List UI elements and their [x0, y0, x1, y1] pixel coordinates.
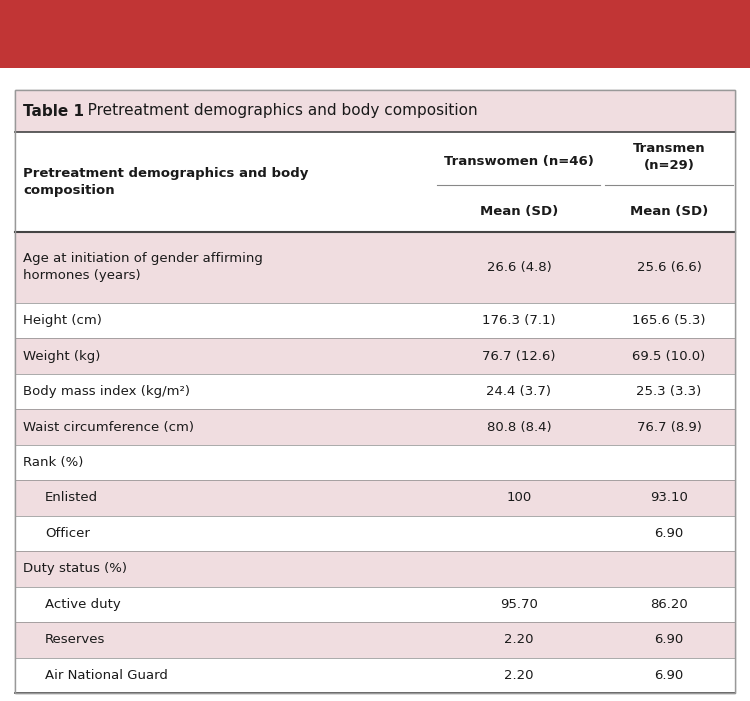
Text: 69.5 (10.0): 69.5 (10.0) [632, 350, 706, 362]
Bar [15, 374, 735, 409]
Bar [15, 339, 735, 374]
Bar [15, 90, 735, 693]
Bar [15, 480, 735, 516]
Text: 176.3 (7.1): 176.3 (7.1) [482, 314, 556, 327]
Text: 100: 100 [506, 491, 532, 505]
Text: 24.4 (3.7): 24.4 (3.7) [487, 385, 551, 398]
Text: 6.90: 6.90 [654, 669, 684, 682]
Text: 6.90: 6.90 [654, 527, 684, 540]
Text: Pretreatment demographics and body composition: Pretreatment demographics and body compo… [73, 104, 478, 118]
Text: 26.6 (4.8): 26.6 (4.8) [487, 261, 551, 274]
Text: Transmen
(n=29): Transmen (n=29) [633, 142, 705, 172]
Text: 6.90: 6.90 [654, 633, 684, 646]
Text: Mean (SD): Mean (SD) [630, 205, 708, 219]
Bar [15, 132, 735, 232]
Text: Duty status (%): Duty status (%) [23, 562, 127, 576]
Bar [15, 303, 735, 339]
Text: Active duty: Active duty [45, 598, 121, 611]
Text: 2.20: 2.20 [504, 669, 534, 682]
Bar [15, 551, 735, 587]
Text: Waist circumference (cm): Waist circumference (cm) [23, 421, 194, 433]
Text: Transwomen (n=46): Transwomen (n=46) [444, 156, 594, 168]
Text: 76.7 (12.6): 76.7 (12.6) [482, 350, 556, 362]
Text: 25.6 (6.6): 25.6 (6.6) [637, 261, 701, 274]
Text: Height (cm): Height (cm) [23, 314, 102, 327]
Text: Rank (%): Rank (%) [23, 456, 83, 469]
Bar [15, 658, 735, 693]
Text: 2.20: 2.20 [504, 633, 534, 646]
Bar [15, 90, 735, 132]
Bar [0, 0, 750, 68]
Text: 86.20: 86.20 [650, 598, 688, 611]
Text: 165.6 (5.3): 165.6 (5.3) [632, 314, 706, 327]
Text: Air National Guard: Air National Guard [45, 669, 168, 682]
Text: Pretreatment demographics and body
composition: Pretreatment demographics and body compo… [23, 167, 308, 197]
Bar [15, 444, 735, 480]
Text: Officer: Officer [45, 527, 90, 540]
Text: Body mass index (kg/m²): Body mass index (kg/m²) [23, 385, 190, 398]
Text: Weight (kg): Weight (kg) [23, 350, 100, 362]
Bar [15, 587, 735, 622]
Text: 80.8 (8.4): 80.8 (8.4) [487, 421, 551, 433]
Text: Table 1: Table 1 [23, 104, 84, 118]
Text: 25.3 (3.3): 25.3 (3.3) [636, 385, 702, 398]
Text: 93.10: 93.10 [650, 491, 688, 505]
Text: Mean (SD): Mean (SD) [480, 205, 558, 219]
Bar [15, 516, 735, 551]
Text: Enlisted: Enlisted [45, 491, 98, 505]
Bar [15, 90, 735, 693]
Text: 95.70: 95.70 [500, 598, 538, 611]
Text: 76.7 (8.9): 76.7 (8.9) [637, 421, 701, 433]
Bar [15, 409, 735, 444]
Text: Reserves: Reserves [45, 633, 105, 646]
Bar [15, 622, 735, 658]
Bar [15, 232, 735, 303]
Text: Age at initiation of gender affirming
hormones (years): Age at initiation of gender affirming ho… [23, 252, 262, 283]
